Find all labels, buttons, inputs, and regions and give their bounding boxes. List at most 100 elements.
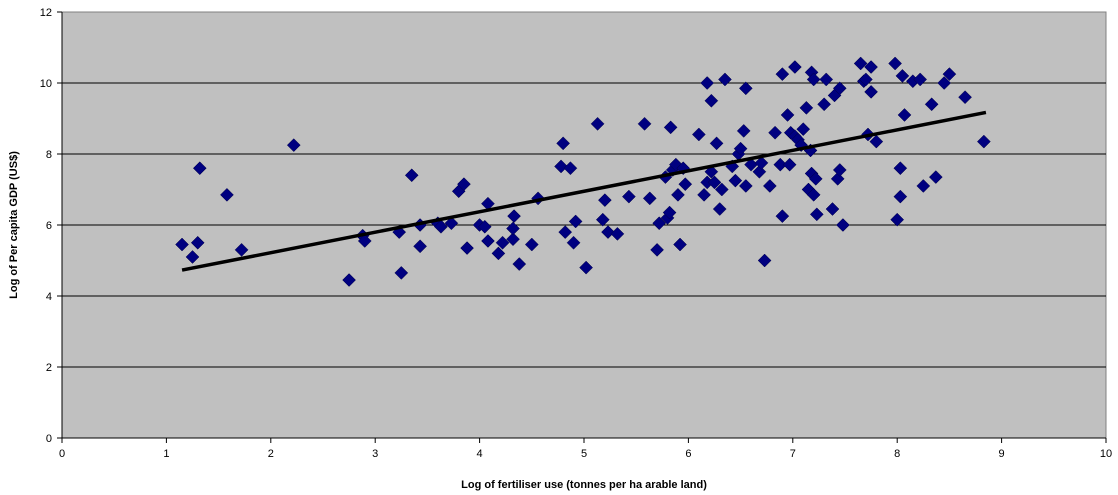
- data-point: [893, 161, 908, 176]
- data-point: [736, 124, 751, 138]
- x-axis-title: Log of fertiliser use (tonnes per ha ara…: [461, 479, 707, 491]
- data-point: [671, 187, 685, 202]
- data-point: [556, 136, 570, 151]
- data-point: [762, 179, 777, 193]
- data-point: [859, 72, 873, 87]
- data-point: [342, 273, 356, 287]
- data-point: [808, 171, 823, 186]
- x-tick-label: 5: [581, 448, 587, 460]
- data-point: [700, 76, 715, 90]
- data-point: [404, 168, 419, 183]
- data-point: [836, 218, 850, 232]
- data-point: [697, 187, 711, 202]
- data-point: [662, 205, 677, 220]
- data-point: [942, 67, 957, 81]
- data-point: [622, 189, 636, 204]
- data-point: [768, 125, 782, 140]
- x-tick-label: 0: [59, 448, 65, 460]
- y-tick-label: 8: [46, 149, 52, 161]
- data-point: [286, 138, 301, 152]
- data-point: [825, 202, 840, 216]
- data-point: [652, 216, 667, 231]
- data-point: [709, 136, 724, 151]
- data-point: [394, 266, 409, 280]
- data-point: [819, 72, 834, 87]
- data-point: [495, 235, 510, 250]
- x-tick-label: 2: [268, 448, 274, 460]
- data-point: [506, 232, 520, 247]
- data-point: [864, 60, 878, 74]
- y-tick-label: 10: [40, 78, 52, 90]
- data-point: [601, 225, 615, 239]
- data-point: [413, 239, 427, 254]
- data-point: [673, 237, 687, 252]
- data-point: [707, 175, 722, 190]
- x-tick-label: 4: [477, 448, 483, 460]
- data-point: [718, 72, 732, 87]
- data-point: [937, 76, 952, 90]
- data-points: [175, 56, 991, 287]
- x-tick-label: 3: [372, 448, 378, 460]
- data-point: [757, 253, 772, 268]
- data-point: [714, 182, 729, 197]
- data-point: [444, 216, 459, 231]
- data-point: [568, 214, 583, 229]
- x-tick-label: 1: [163, 448, 169, 460]
- data-point: [185, 250, 200, 264]
- data-point: [775, 67, 790, 81]
- data-point: [234, 242, 249, 257]
- data-point: [590, 116, 605, 131]
- data-point: [864, 85, 878, 99]
- data-point: [507, 209, 521, 223]
- data-point: [958, 90, 972, 105]
- y-tick-label: 0: [46, 433, 52, 445]
- data-point: [678, 177, 693, 192]
- y-tick-label: 12: [40, 7, 52, 19]
- data-point: [916, 179, 931, 193]
- data-point: [558, 225, 573, 239]
- data-point: [579, 260, 593, 275]
- x-tick-label: 6: [685, 448, 691, 460]
- data-point: [809, 207, 824, 222]
- data-point: [457, 177, 471, 192]
- data-point: [481, 234, 495, 248]
- data-point: [754, 156, 769, 170]
- x-tick-label: 8: [894, 448, 900, 460]
- data-point: [220, 187, 234, 202]
- data-point: [738, 81, 753, 96]
- data-point: [788, 60, 802, 74]
- data-point: [175, 237, 189, 252]
- data-point: [566, 235, 581, 250]
- data-point: [650, 242, 664, 257]
- data-point: [512, 257, 527, 271]
- data-point: [738, 179, 753, 193]
- data-point: [775, 209, 790, 223]
- y-tick-label: 6: [46, 220, 52, 232]
- data-point: [806, 187, 821, 202]
- data-point: [691, 127, 706, 142]
- data-point: [832, 163, 847, 177]
- data-point: [806, 72, 821, 87]
- data-point: [506, 221, 520, 236]
- data-point: [913, 72, 928, 87]
- data-point: [357, 234, 372, 248]
- data-point: [890, 212, 905, 227]
- data-point: [728, 173, 743, 188]
- data-point: [832, 81, 847, 96]
- data-point: [773, 157, 788, 172]
- data-point: [642, 191, 657, 206]
- data-point: [976, 134, 991, 149]
- data-point: [928, 170, 943, 184]
- data-point: [595, 212, 610, 227]
- data-point: [799, 100, 814, 115]
- data-point: [733, 141, 748, 156]
- data-point: [796, 122, 811, 137]
- y-tick-label: 4: [46, 291, 52, 303]
- data-point: [192, 161, 207, 176]
- data-point: [853, 56, 868, 71]
- data-point: [563, 161, 578, 176]
- data-point: [712, 202, 727, 216]
- data-point: [895, 69, 910, 83]
- data-point: [924, 97, 939, 112]
